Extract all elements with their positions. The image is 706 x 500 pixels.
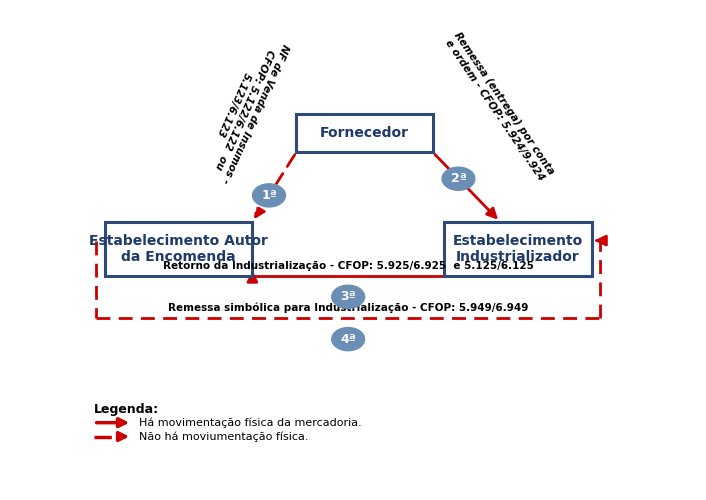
Text: Estabelecimento Autor
da Encomenda: Estabelecimento Autor da Encomenda — [89, 234, 268, 264]
FancyBboxPatch shape — [297, 114, 433, 152]
Circle shape — [253, 184, 285, 207]
Circle shape — [442, 167, 475, 190]
Text: Estabelecimento
Industrializador: Estabelecimento Industrializador — [453, 234, 583, 264]
Text: 2ª: 2ª — [450, 172, 467, 185]
Text: Retorno da Industrialização - CFOP: 5.925/6.925  e 5.125/6.125: Retorno da Industrialização - CFOP: 5.92… — [162, 261, 534, 271]
Text: Legenda:: Legenda: — [94, 402, 159, 415]
Circle shape — [332, 328, 364, 350]
Circle shape — [332, 285, 364, 308]
Text: Remessa simbólica para Industrialização - CFOP: 5.949/6.949: Remessa simbólica para Industrialização … — [168, 303, 528, 314]
FancyBboxPatch shape — [104, 222, 253, 276]
Text: 3ª: 3ª — [340, 290, 356, 304]
Text: Não há moviumentação física.: Não há moviumentação física. — [138, 432, 308, 442]
Text: Há movimentação física da mercadoria.: Há movimentação física da mercadoria. — [138, 418, 361, 428]
Text: 4ª: 4ª — [340, 332, 356, 345]
Text: Remessa (entrega) por conta
e ordem - CFOP: 5.924/9.924: Remessa (entrega) por conta e ordem - CF… — [443, 30, 556, 183]
Text: Fornecedor: Fornecedor — [320, 126, 409, 140]
Text: 1ª: 1ª — [261, 189, 277, 202]
FancyBboxPatch shape — [444, 222, 592, 276]
Text: NF de Venda de Insumos -
CFOP: 5.122/6.122  ou
5.123/6.123: NF de Venda de Insumos - CFOP: 5.122/6.1… — [198, 33, 290, 185]
